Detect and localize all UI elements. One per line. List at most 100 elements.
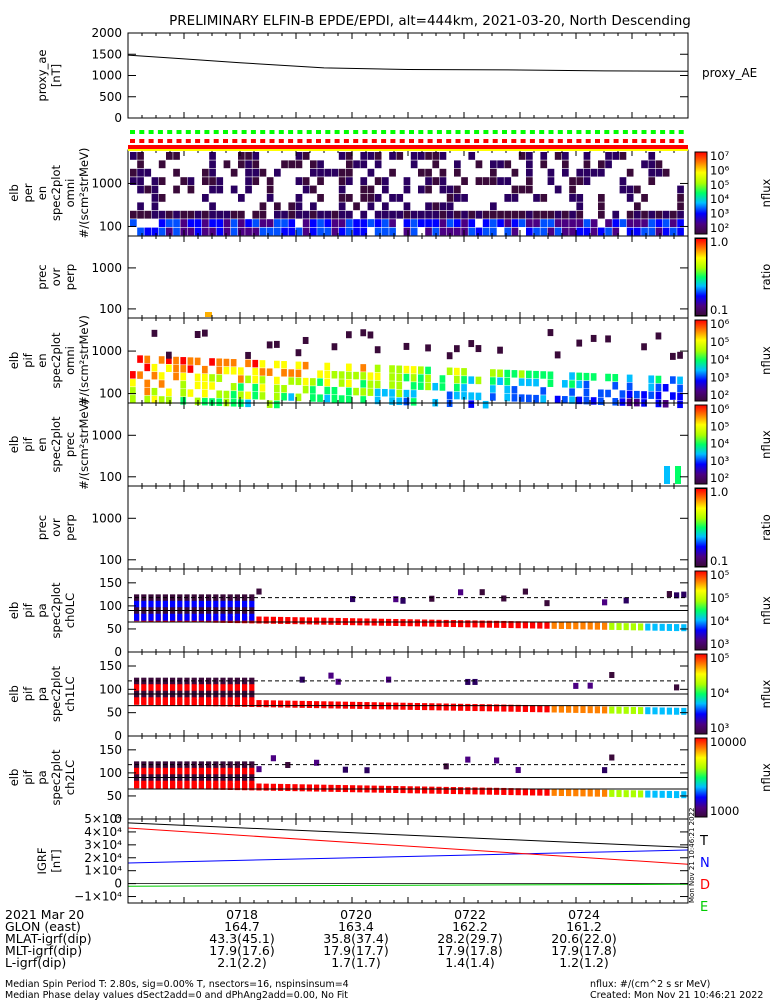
side-stamp: Mon Nov 21 10:46:21 2022 (688, 808, 696, 903)
heatmap-cell (526, 227, 533, 236)
heatmap-cell (310, 219, 317, 227)
heatmap-cell (537, 705, 543, 713)
footer-cell: 20.6(22.0) (551, 931, 616, 946)
heatmap-cell (180, 373, 187, 381)
heatmap-cell (310, 227, 317, 236)
heatmap-cell (234, 600, 240, 608)
flag-mark (390, 139, 396, 143)
heatmap-cell (216, 177, 224, 185)
heatmap-cell (670, 392, 676, 400)
heatmap-cell (648, 210, 656, 219)
heatmap-cell (526, 210, 533, 219)
heatmap-cell (198, 684, 204, 692)
heatmap-cell (141, 697, 147, 705)
heatmap-cell (587, 706, 593, 714)
heatmap-cell (569, 177, 576, 185)
heatmap-cell (681, 591, 687, 598)
heatmap-cells-pa_ch1 (134, 672, 687, 715)
heatmap-cell (446, 185, 454, 194)
heatmap-cell (220, 697, 226, 705)
heatmap-cell (609, 622, 615, 630)
footer-cell: 43.3(45.1) (209, 931, 274, 946)
heatmap-cell (141, 767, 147, 775)
y-tick-label: 0 (114, 111, 122, 125)
colorbar-tick-label: 10³ (710, 207, 730, 221)
heatmap-cell (360, 152, 368, 160)
heatmap-cell (299, 676, 305, 683)
heatmap-cell (562, 219, 569, 227)
heatmap-cell (490, 369, 496, 377)
heatmap-cell (554, 152, 562, 160)
flag-mark (622, 130, 628, 134)
heatmap-cell (245, 177, 252, 185)
flag-mark (455, 139, 461, 143)
heatmap-cell (166, 152, 173, 160)
heatmap-cell (439, 185, 447, 194)
y-tick-label: 100 (99, 302, 122, 316)
heatmap-cell (558, 705, 564, 713)
heatmap-cell (306, 617, 312, 625)
heatmap-cell (187, 185, 195, 194)
flag-mark (474, 139, 480, 143)
heatmap-cell (209, 210, 216, 219)
heatmap-cell (374, 160, 382, 169)
colorbar (694, 570, 708, 651)
heatmap-cell (425, 185, 432, 194)
heatmap-cell (374, 364, 381, 373)
heatmap-cell (137, 177, 144, 185)
heatmap-cell (245, 160, 252, 169)
flag-mark (492, 130, 498, 134)
heatmap-cell (583, 227, 591, 236)
heatmap-cell (436, 703, 442, 711)
heatmap-cell (317, 194, 324, 202)
heatmap-cell (504, 227, 512, 236)
heatmap-cell (173, 356, 179, 365)
heatmap-cell (367, 388, 374, 396)
heatmap-cell (274, 376, 280, 385)
flag-mark (213, 130, 219, 134)
heatmap-cell (249, 677, 255, 685)
heatmap-cell (252, 210, 260, 219)
colorbar-tick-label: 10³ (710, 637, 730, 651)
y-axis-label-line: ovr (49, 518, 63, 537)
flag-mark (232, 130, 238, 134)
heatmap-cell (216, 185, 224, 194)
heatmap-cell (162, 780, 168, 788)
heatmap-cell (511, 394, 518, 402)
heatmap-cell (386, 676, 392, 683)
heatmap-cell (230, 227, 238, 236)
heatmap-cell (590, 219, 598, 227)
heatmap-cell (533, 378, 539, 387)
flag-mark (622, 139, 628, 143)
flag-mark (167, 139, 173, 143)
heatmap-cell (465, 620, 471, 628)
footer-table: 2021 Mar 20 0718 0720 0722 0724 GLON (east) 16… (5, 907, 617, 970)
y-tick-label: 50 (107, 789, 122, 803)
heatmap-cell (436, 619, 442, 627)
heatmap-cell (530, 788, 536, 796)
y-tick-label: 0 (114, 877, 122, 891)
heatmap-cell (170, 600, 176, 608)
colorbar-tick-label: 10⁵ (710, 335, 730, 349)
heatmap-cell (245, 227, 252, 236)
heatmap-cell (454, 160, 461, 169)
heatmap-cell (479, 787, 485, 795)
heatmap-cell (626, 390, 633, 399)
heatmap-cell (645, 790, 651, 798)
heatmap-cell (626, 219, 634, 227)
flag-mark (223, 130, 228, 134)
heatmap-cell (454, 219, 461, 227)
heatmap-cell (155, 600, 161, 608)
heatmap-cell (317, 370, 323, 378)
heatmap-cell (432, 152, 440, 160)
heatmap-cell (230, 168, 238, 177)
heatmap-cell (274, 202, 281, 211)
heatmap-cell (151, 194, 159, 202)
heatmap-cell (285, 761, 291, 768)
heatmap-cell (659, 707, 665, 715)
heatmap-cell (540, 210, 548, 219)
y-axis-label-line: ch2LC (63, 760, 77, 795)
heatmap-cell (324, 362, 331, 371)
heatmap-cell (302, 227, 310, 236)
heatmap-cell (317, 219, 324, 227)
